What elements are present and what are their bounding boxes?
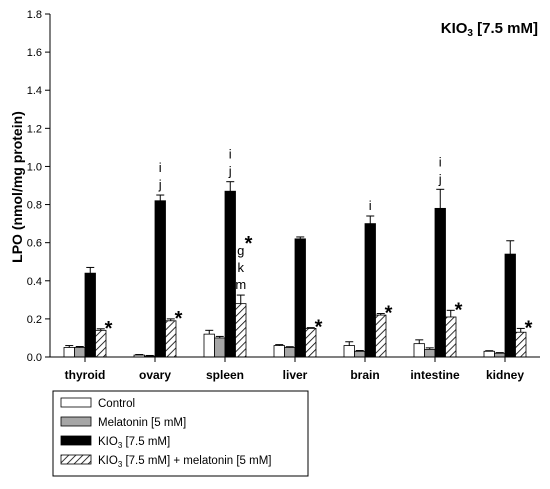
legend-swatch [60, 416, 92, 427]
significance-letter: j [228, 164, 232, 179]
bar-intestine-series-1 [424, 348, 436, 358]
y-tick-label: 1.2 [27, 123, 42, 135]
significance-letter: m [235, 277, 246, 292]
x-axis-labels: thyroid ovary spleen liver brain intestine kid… [65, 357, 524, 382]
bar-brain-series-0 [343, 345, 355, 358]
bar-spleen-series-0 [203, 333, 215, 358]
bar-thyroid-series-1 [74, 347, 86, 358]
significance-star: * [385, 303, 393, 325]
x-category-label: thyroid [65, 368, 106, 382]
x-category-label: ovary [139, 368, 171, 382]
y-tick-label: 0.0 [27, 352, 42, 364]
y-tick-label: 0.8 [27, 200, 42, 212]
bar-thyroid-series-0 [63, 347, 75, 358]
bar-brain-series-2 [364, 223, 376, 358]
legend-label: KIO3 [7.5 mM] + melatonin [5 mM] [98, 455, 272, 469]
legend-label: KIO3 [7.5 mM] [98, 436, 170, 450]
legend-swatch [60, 454, 92, 465]
significance-star: * [175, 308, 183, 330]
bar-kidney-series-1 [494, 352, 506, 358]
legend: Control Melatonin [5 mM] KIO3 [7.5 mM] KIO3… [52, 390, 309, 477]
y-tick-label: 1.6 [27, 47, 42, 59]
bar-spleen-series-1 [214, 337, 226, 358]
y-tick-label: 1.8 [27, 9, 42, 21]
bar-ovary-series-2 [154, 200, 166, 358]
x-category-label: kidney [486, 368, 524, 382]
significance-letter: i [159, 160, 162, 175]
significance-letter: i [229, 147, 232, 162]
bar-spleen-series-2 [224, 190, 236, 358]
legend-swatch [60, 435, 92, 446]
x-category-label: brain [350, 368, 379, 382]
bar-kidney-series-0 [483, 350, 495, 358]
bar-thyroid-series-2 [84, 272, 96, 358]
bars-group [63, 181, 527, 358]
significance-letter: i [369, 198, 372, 213]
legend-label: Control [98, 398, 135, 410]
annotations-group: *ij*ij*gkm*i*ij** [105, 147, 533, 340]
y-tick-label: 1.0 [27, 161, 42, 173]
significance-star: * [245, 233, 253, 255]
significance-star: * [525, 317, 533, 339]
significance-letter: g [237, 243, 244, 258]
bar-intestine-series-3 [445, 316, 457, 358]
x-category-label: spleen [206, 368, 244, 382]
significance-star: * [105, 318, 113, 340]
significance-letter: i [439, 154, 442, 169]
x-category-label: intestine [410, 368, 460, 382]
bar-brain-series-1 [354, 350, 366, 358]
significance-letter: j [438, 171, 442, 186]
corner-label: KIO3 [7.5 mM] [441, 20, 538, 39]
y-tick-label: 0.4 [27, 276, 42, 288]
y-tick-label: 1.4 [27, 85, 42, 97]
bar-liver-series-0 [273, 345, 285, 358]
y-tick-label: 0.6 [27, 238, 42, 250]
x-category-label: liver [283, 368, 308, 382]
legend-box [52, 390, 309, 477]
bar-spleen-series-3 [235, 303, 247, 358]
bar-intestine-series-2 [434, 207, 446, 358]
legend-label: Melatonin [5 mM] [98, 417, 186, 429]
y-axis-label: LPO (nmol/mg protein) [9, 111, 25, 263]
significance-letter: k [238, 260, 245, 275]
significance-star: * [315, 317, 323, 339]
bar-kidney-series-2 [504, 253, 516, 358]
y-tick-label: 0.2 [27, 314, 42, 326]
bar-liver-series-1 [284, 347, 296, 358]
bar-liver-series-2 [294, 238, 306, 358]
significance-star: * [455, 299, 463, 321]
bar-intestine-series-0 [413, 343, 425, 358]
legend-swatch [60, 397, 92, 408]
y-axis-ticks: 0.0 0.2 0.4 0.6 0.8 1.0 1.2 1.4 1.6 1.8 [27, 9, 50, 364]
significance-letter: j [158, 177, 162, 192]
